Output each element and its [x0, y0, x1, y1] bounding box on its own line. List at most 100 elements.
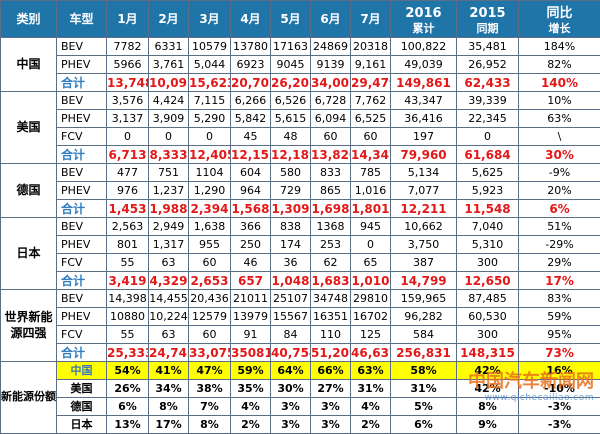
table-cell: 8,333 [149, 146, 189, 164]
table-cell: 1,309 [271, 200, 311, 218]
table-cell: 148,315 [457, 344, 519, 362]
table-cell: 100,822 [391, 38, 457, 56]
table-cell: 184% [519, 38, 600, 56]
country-label: 世界新能源四强 [1, 290, 57, 362]
table-cell: 366 [231, 218, 271, 236]
vehicle-type: BEV [57, 38, 107, 56]
share-cell: 34% [149, 380, 189, 398]
header-growth-top: 同比 [519, 7, 600, 20]
table-cell: 6923 [231, 56, 271, 74]
vehicle-type: FCV [57, 326, 107, 344]
table-cell: 6,094 [311, 110, 351, 128]
table-cell: 13,748 [107, 74, 149, 92]
table-cell: 785 [351, 164, 391, 182]
table-cell: 1368 [311, 218, 351, 236]
header-2015-year: 2015 [457, 7, 518, 20]
table-cell: 0 [189, 128, 231, 146]
table-cell: 15567 [271, 308, 311, 326]
header-month-4: 4月 [231, 1, 271, 38]
table-cell: 33,075 [189, 344, 231, 362]
table-cell: 1,568 [231, 200, 271, 218]
table-cell: 20% [519, 182, 600, 200]
table-cell: 1,683 [311, 272, 351, 290]
country-label: 德国 [1, 164, 57, 218]
table-cell: 87,485 [457, 290, 519, 308]
vehicle-type: 合计 [57, 146, 107, 164]
vehicle-type: 合计 [57, 74, 107, 92]
header-month-7: 7月 [351, 1, 391, 38]
share-cell: 30% [271, 380, 311, 398]
table-cell: 29810 [351, 290, 391, 308]
table-cell: 1,638 [189, 218, 231, 236]
table-cell: 14,799 [391, 272, 457, 290]
table-cell: 833 [311, 164, 351, 182]
share-cell: -3% [519, 416, 600, 434]
header-month-3: 3月 [189, 1, 231, 38]
table-cell: 79,960 [391, 146, 457, 164]
header-2015-sub: 同期 [457, 23, 518, 34]
table-cell: 5,290 [189, 110, 231, 128]
table-cell: 5966 [107, 56, 149, 74]
table-row-total: 合计6,7138,33312,40512,15312,18913,82014,3… [1, 146, 600, 164]
table-cell: 729 [271, 182, 311, 200]
table-cell: 3,576 [107, 92, 149, 110]
table-cell: 0 [351, 236, 391, 254]
vehicle-type: PHEV [57, 236, 107, 254]
table-cell: 45 [231, 128, 271, 146]
table-cell: 1,988 [149, 200, 189, 218]
table-cell: 60 [311, 128, 351, 146]
table-cell: 65 [351, 254, 391, 272]
table-cell: 5,134 [391, 164, 457, 182]
table-cell: 30% [519, 146, 600, 164]
table-cell: 5,625 [457, 164, 519, 182]
share-cell: 13% [107, 416, 149, 434]
table-cell: 55 [107, 254, 149, 272]
country-label: 美国 [1, 92, 57, 164]
table-cell: 7,762 [351, 92, 391, 110]
share-cell: 6% [391, 416, 457, 434]
table-cell: 584 [391, 326, 457, 344]
table-cell: 0 [107, 128, 149, 146]
table-cell: 60,530 [457, 308, 519, 326]
header-2015-same-period: 2015 同期 [457, 1, 519, 38]
table-cell: 300 [457, 254, 519, 272]
vehicle-type: FCV [57, 254, 107, 272]
share-country: 美国 [57, 380, 107, 398]
table-cell: 387 [391, 254, 457, 272]
share-cell: 64% [271, 362, 311, 380]
table-cell: 14,398 [107, 290, 149, 308]
table-cell: 6% [519, 200, 600, 218]
vehicle-type: 合计 [57, 200, 107, 218]
table-cell: 43,347 [391, 92, 457, 110]
table-cell: 21011 [231, 290, 271, 308]
table-cell: 1104 [189, 164, 231, 182]
table-cell: 3,761 [149, 56, 189, 74]
table-cell: 14,347 [351, 146, 391, 164]
share-cell: 41% [149, 362, 189, 380]
table-cell: 9045 [271, 56, 311, 74]
share-cell: 31% [351, 380, 391, 398]
table-cell: 174 [271, 236, 311, 254]
header-2016-year: 2016 [391, 7, 456, 20]
table-cell: 14,455 [149, 290, 189, 308]
table-cell: 964 [231, 182, 271, 200]
table-cell: 15,623 [189, 74, 231, 92]
table-row-total: 合计13,74810,09215,62320,70326,20834,00829… [1, 74, 600, 92]
table-cell: 62 [311, 254, 351, 272]
header-type: 车型 [57, 1, 107, 38]
vehicle-type: PHEV [57, 182, 107, 200]
table-cell: 3,909 [149, 110, 189, 128]
table-cell: 7782 [107, 38, 149, 56]
share-cell: 9% [457, 416, 519, 434]
table-cell: 10880 [107, 308, 149, 326]
share-cell: 59% [231, 362, 271, 380]
table-cell: 10,662 [391, 218, 457, 236]
table-cell: 300 [457, 326, 519, 344]
table-cell: 34748 [311, 290, 351, 308]
vehicle-type: 合计 [57, 272, 107, 290]
